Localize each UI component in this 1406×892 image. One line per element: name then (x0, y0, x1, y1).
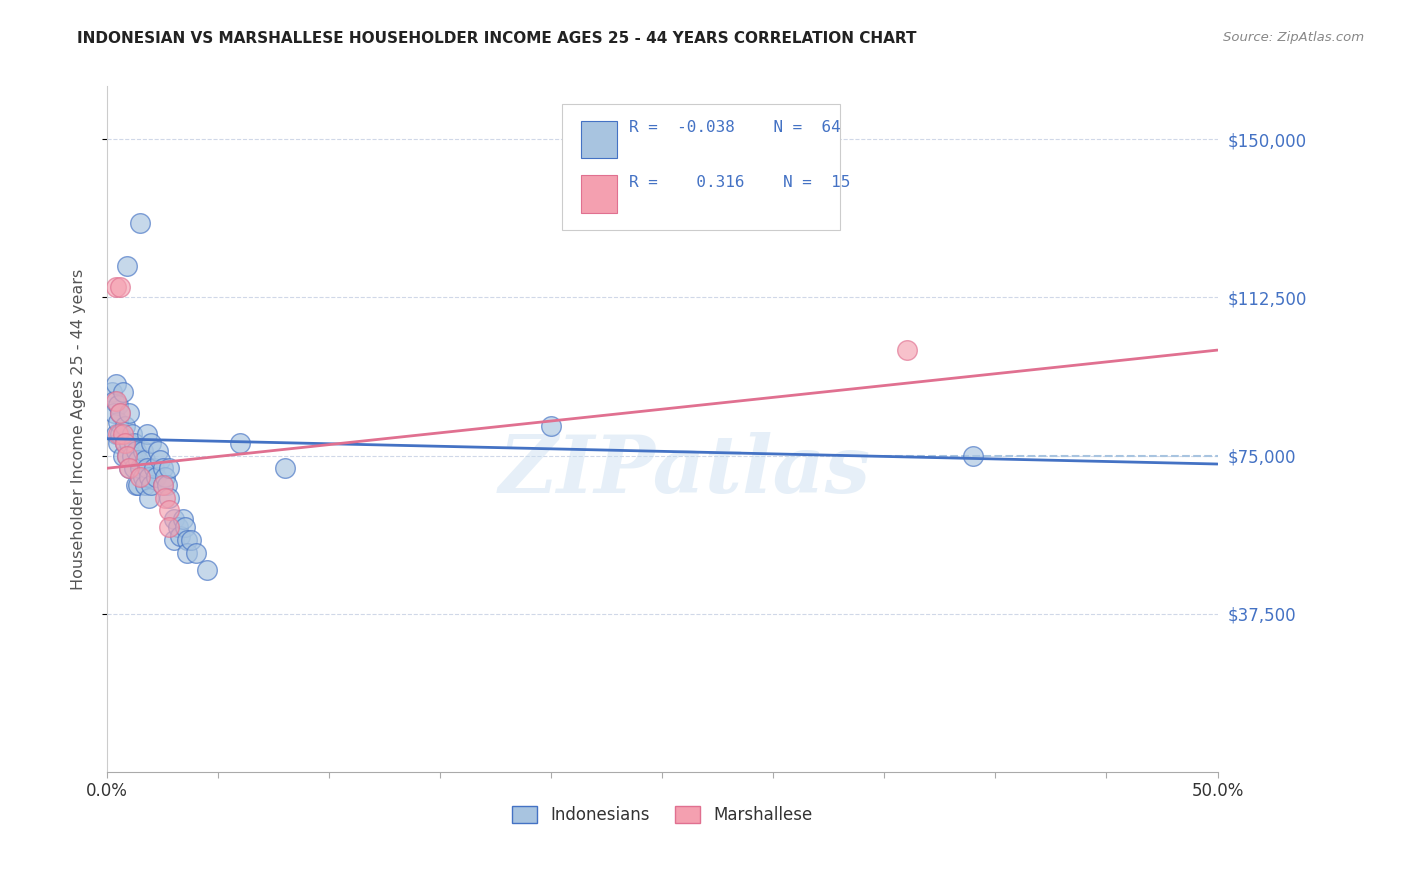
Point (163, 512, 186, 526)
Point (146, 444, 169, 458)
Point (115, 259, 138, 273)
Point (100, 385, 122, 400)
Text: R =  -0.038    N =  64: R = -0.038 N = 64 (628, 120, 841, 135)
Point (141, 436, 163, 450)
Point (125, 444, 148, 458)
Point (896, 343, 918, 357)
Point (173, 520, 195, 534)
Point (157, 491, 180, 505)
Point (110, 406, 132, 420)
Point (184, 546, 207, 560)
Point (129, 469, 152, 483)
Point (122, 436, 145, 450)
Point (110, 406, 132, 420)
Point (118, 406, 141, 420)
Point (111, 449, 134, 463)
FancyBboxPatch shape (562, 103, 839, 230)
Point (229, 436, 252, 450)
Point (169, 529, 191, 543)
Point (167, 520, 190, 534)
Text: Source: ZipAtlas.com: Source: ZipAtlas.com (1223, 31, 1364, 45)
Y-axis label: Householder Income Ages 25 - 44 years: Householder Income Ages 25 - 44 years (72, 268, 86, 590)
Point (121, 427, 143, 442)
Point (110, 280, 132, 294)
Point (121, 449, 143, 463)
Text: ZIPatlas: ZIPatlas (499, 432, 870, 509)
Point (134, 452, 156, 467)
Point (107, 415, 129, 429)
Point (176, 546, 198, 560)
Point (156, 478, 179, 492)
Point (153, 469, 176, 483)
FancyBboxPatch shape (581, 176, 617, 213)
Point (136, 461, 159, 475)
Point (110, 427, 132, 442)
Point (118, 461, 141, 475)
Point (104, 280, 127, 294)
Point (157, 520, 180, 534)
Point (274, 461, 297, 475)
Point (118, 436, 141, 450)
Point (107, 436, 129, 450)
Point (131, 469, 153, 483)
Text: INDONESIAN VS MARSHALLESE HOUSEHOLDER INCOME AGES 25 - 44 YEARS CORRELATION CHAR: INDONESIAN VS MARSHALLESE HOUSEHOLDER IN… (77, 31, 917, 46)
Point (115, 449, 138, 463)
Point (157, 503, 180, 517)
Point (180, 533, 202, 547)
Point (114, 436, 136, 450)
Point (125, 478, 148, 492)
Point (149, 452, 172, 467)
Point (103, 393, 125, 408)
Point (152, 461, 174, 475)
Point (540, 419, 562, 434)
Point (107, 398, 129, 412)
Text: R =    0.316    N =  15: R = 0.316 N = 15 (628, 175, 851, 190)
Point (134, 478, 156, 492)
Point (127, 478, 149, 492)
Point (142, 461, 165, 475)
Point (962, 449, 984, 463)
Point (115, 449, 138, 463)
Point (103, 406, 125, 420)
Point (195, 562, 218, 576)
Point (114, 419, 136, 434)
Point (111, 385, 134, 400)
Point (104, 393, 127, 408)
Point (118, 461, 141, 475)
Legend: Indonesians, Marshallese: Indonesians, Marshallese (503, 797, 821, 832)
Point (145, 469, 167, 483)
Point (163, 533, 186, 547)
Point (153, 491, 176, 505)
Point (111, 427, 134, 442)
Point (104, 427, 127, 442)
Point (172, 512, 194, 526)
Point (152, 478, 174, 492)
Point (127, 452, 149, 467)
Point (129, 461, 152, 475)
Point (152, 478, 174, 492)
Point (104, 376, 127, 391)
FancyBboxPatch shape (581, 120, 617, 159)
Point (138, 491, 160, 505)
Point (129, 217, 152, 231)
Point (114, 436, 136, 450)
Point (107, 427, 129, 442)
Point (157, 461, 180, 475)
Point (122, 461, 145, 475)
Point (131, 444, 153, 458)
Point (141, 478, 163, 492)
Point (176, 533, 198, 547)
Point (138, 469, 160, 483)
Point (136, 427, 159, 442)
